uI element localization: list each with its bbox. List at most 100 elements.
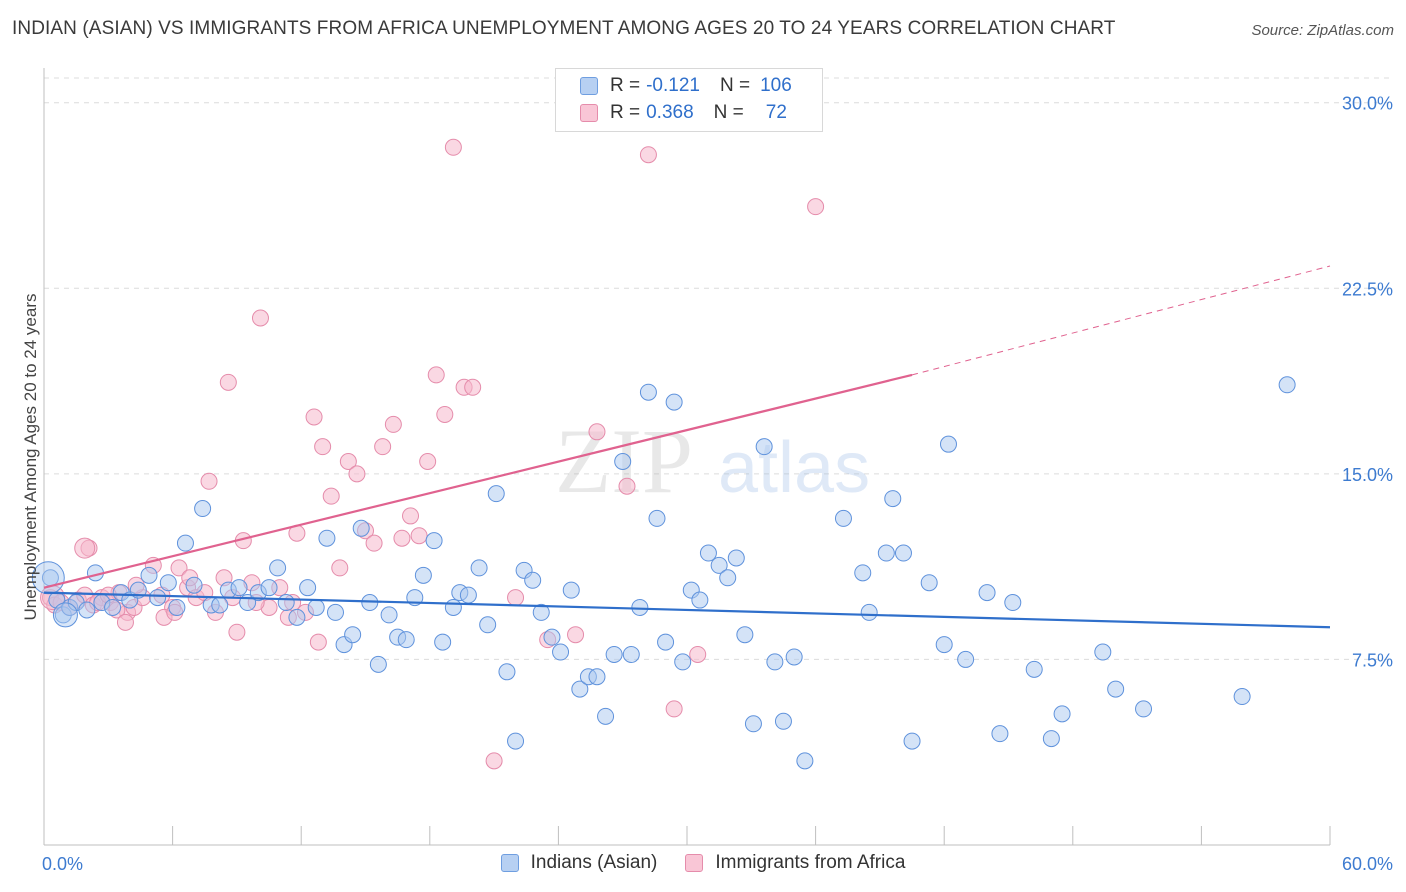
source-label: Source: ZipAtlas.com xyxy=(1251,22,1394,39)
y-tick-label: 22.5% xyxy=(1342,279,1393,299)
legend-row-pink: R = 0.368 N = 72 xyxy=(580,100,787,126)
data-point-indians xyxy=(588,668,606,686)
watermark-atlas: atlas xyxy=(718,428,870,508)
y-tick-label: 7.5% xyxy=(1352,650,1393,670)
legend-row-blue: R = -0.121 N = 106 xyxy=(580,73,792,99)
data-point-indians xyxy=(719,569,737,587)
data-point-indians xyxy=(736,626,754,644)
data-point-indians xyxy=(834,509,852,527)
axes xyxy=(43,68,1331,846)
data-point-indians xyxy=(860,603,878,621)
data-point-indians xyxy=(1278,376,1296,394)
chart-title: INDIAN (ASIAN) VS IMMIGRANTS FROM AFRICA… xyxy=(12,18,1116,39)
data-point-indians xyxy=(434,633,452,651)
data-point-indians xyxy=(894,544,912,562)
data-point-indians xyxy=(524,571,542,589)
data-point-indians xyxy=(674,653,692,671)
data-point-indians xyxy=(369,655,387,673)
data-point-indians xyxy=(78,601,96,619)
data-point-africa xyxy=(170,559,188,577)
data-point-africa xyxy=(402,507,420,525)
data-point-indians xyxy=(277,594,295,612)
data-point-indians xyxy=(487,485,505,503)
data-point-indians xyxy=(1053,705,1071,723)
data-point-indians xyxy=(459,586,477,604)
data-point-indians xyxy=(444,598,462,616)
data-point-africa xyxy=(228,623,246,641)
data-point-indians xyxy=(785,648,803,666)
x-tick-label: 0.0% xyxy=(42,854,83,874)
legend-n-label: N = xyxy=(713,102,744,123)
data-point-indians xyxy=(571,680,589,698)
data-point-africa xyxy=(588,423,606,441)
data-point-indians xyxy=(935,636,953,654)
data-point-africa xyxy=(419,453,437,470)
data-point-indians xyxy=(744,715,762,733)
data-point-indians xyxy=(648,509,666,527)
data-point-africa xyxy=(200,472,218,490)
y-tick-label: 15.0% xyxy=(1342,465,1393,485)
data-point-indians xyxy=(1004,594,1022,612)
data-point-indians xyxy=(299,579,317,597)
data-point-indians xyxy=(230,579,248,597)
data-point-africa xyxy=(665,700,683,718)
legend-item-indians: Indians (Asian) xyxy=(500,852,658,874)
data-point-africa xyxy=(251,309,269,327)
data-point-indians xyxy=(159,574,177,592)
trend-line-africa xyxy=(43,373,913,589)
legend-label-africa: Immigrants from Africa xyxy=(715,852,906,873)
legend-item-africa: Immigrants from Africa xyxy=(685,852,905,874)
data-point-africa xyxy=(74,537,96,559)
data-point-indians xyxy=(727,549,745,567)
trend-line-africa-extension xyxy=(911,265,1331,376)
data-point-indians xyxy=(352,519,370,537)
data-point-indians xyxy=(978,584,996,602)
legend-swatch-pink xyxy=(580,104,598,122)
data-point-indians xyxy=(622,645,640,663)
data-point-indians xyxy=(939,435,957,453)
data-point-africa xyxy=(374,438,392,456)
data-point-africa xyxy=(689,645,707,663)
data-point-africa xyxy=(384,415,402,433)
data-point-indians xyxy=(597,707,615,725)
series-legend: Indians (Asian) Immigrants from Africa xyxy=(0,852,1406,874)
data-point-indians xyxy=(479,616,497,634)
data-point-indians xyxy=(877,544,895,562)
legend-label-indians: Indians (Asian) xyxy=(530,852,658,873)
data-point-indians xyxy=(318,529,336,547)
data-point-indians xyxy=(149,589,167,607)
data-point-indians xyxy=(507,732,525,750)
data-point-indians xyxy=(766,653,784,671)
series-immigrants-from-africa xyxy=(40,138,825,770)
legend-r-label: R = xyxy=(610,75,641,96)
data-point-africa xyxy=(618,477,636,495)
data-point-africa xyxy=(410,527,428,545)
data-point-indians xyxy=(605,645,623,663)
data-point-indians xyxy=(774,712,792,730)
data-point-indians xyxy=(1025,660,1043,678)
data-point-indians xyxy=(710,556,728,574)
data-point-indians xyxy=(755,438,773,456)
data-point-indians xyxy=(1233,688,1251,706)
data-point-indians xyxy=(991,725,1009,743)
data-point-indians xyxy=(543,628,561,646)
data-point-indians xyxy=(104,598,122,616)
data-point-africa xyxy=(305,408,323,426)
data-point-indians xyxy=(140,566,158,584)
data-point-indians xyxy=(657,633,675,651)
data-point-africa xyxy=(507,589,525,607)
data-point-indians xyxy=(498,663,516,681)
legend-n-value: 106 xyxy=(760,75,792,96)
data-point-africa xyxy=(322,487,340,505)
data-point-indians xyxy=(552,643,570,661)
data-point-indians xyxy=(194,500,212,518)
data-point-africa xyxy=(464,378,482,396)
data-point-africa xyxy=(339,453,357,470)
data-point-indians xyxy=(260,579,278,597)
data-point-indians xyxy=(380,606,398,624)
data-point-indians xyxy=(176,534,194,552)
data-point-indians xyxy=(1107,680,1125,698)
data-point-indians xyxy=(326,603,344,621)
correlation-legend: R = -0.121 N = 106 R = 0.368 N = 72 xyxy=(555,68,823,132)
y-tick-label: 30.0% xyxy=(1342,94,1393,114)
